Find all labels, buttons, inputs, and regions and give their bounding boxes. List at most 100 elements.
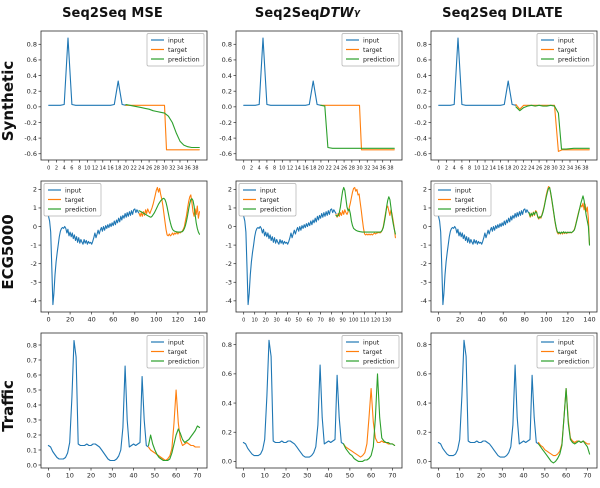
svg-text:60: 60 bbox=[306, 318, 312, 324]
legend: input target prediction bbox=[433, 183, 492, 217]
legend: input target prediction bbox=[341, 335, 400, 369]
series-line-input bbox=[242, 339, 345, 458]
svg-text:-0.2: -0.2 bbox=[219, 119, 232, 127]
svg-text:30: 30 bbox=[108, 472, 116, 480]
svg-text:100: 100 bbox=[349, 318, 359, 324]
y-axis: 0.8 0.6 0.4 0.2 0.0 bbox=[417, 341, 431, 466]
svg-text:0.0: 0.0 bbox=[417, 103, 427, 111]
svg-text:80: 80 bbox=[328, 318, 334, 324]
legend-label-input: input bbox=[363, 339, 380, 346]
svg-text:28: 28 bbox=[349, 166, 355, 172]
svg-text:0.6: 0.6 bbox=[27, 56, 37, 64]
svg-text:-0.4: -0.4 bbox=[219, 134, 232, 142]
row-label-synthetic: Synthetic bbox=[0, 26, 17, 176]
svg-text:10: 10 bbox=[279, 166, 285, 172]
svg-text:20: 20 bbox=[87, 472, 95, 480]
svg-text:30: 30 bbox=[303, 472, 311, 480]
svg-text:0.8: 0.8 bbox=[417, 41, 427, 49]
svg-text:10: 10 bbox=[261, 472, 269, 480]
svg-text:40: 40 bbox=[519, 472, 527, 480]
svg-text:2: 2 bbox=[445, 166, 448, 172]
y-axis: 0.8 0.7 0.6 0.5 0.4 0.3 0.2 0.1 0.0 bbox=[27, 341, 41, 469]
svg-text:140: 140 bbox=[193, 316, 205, 324]
series-line-input bbox=[243, 208, 337, 306]
series-line-input bbox=[438, 37, 517, 106]
legend: input target prediction bbox=[341, 33, 400, 67]
svg-text:0: 0 bbox=[242, 166, 245, 172]
svg-text:-2: -2 bbox=[226, 260, 232, 268]
svg-text:0.6: 0.6 bbox=[222, 56, 232, 64]
x-axis: 0 10 20 30 40 50 60 70 bbox=[241, 468, 397, 480]
legend-label-target: target bbox=[168, 349, 188, 356]
svg-text:34: 34 bbox=[567, 166, 573, 172]
chart-ecg-dilate: 0 20 40 60 80 100 120 140 2 1 0 -1 -2 -3 -4 input target… bbox=[405, 176, 600, 328]
series-line-prediction bbox=[528, 186, 591, 246]
column-title-mse-text: Seq2Seq MSE bbox=[62, 5, 163, 21]
svg-text:28: 28 bbox=[154, 166, 160, 172]
svg-text:32: 32 bbox=[169, 166, 175, 172]
svg-text:12: 12 bbox=[287, 166, 293, 172]
y-axis: 2 1 0 -1 -2 -3 -4 bbox=[226, 186, 236, 305]
chart-svg-ecg-mse: 0 20 40 60 80 100 120 140 2 1 0 -1 -2 -3 -4 input target… bbox=[31, 180, 208, 324]
svg-text:0.6: 0.6 bbox=[417, 370, 427, 378]
legend-label-target: target bbox=[558, 349, 578, 356]
svg-text:0.2: 0.2 bbox=[417, 429, 427, 437]
svg-text:16: 16 bbox=[302, 166, 308, 172]
svg-text:0.2: 0.2 bbox=[222, 429, 232, 437]
legend: input target prediction bbox=[536, 335, 595, 369]
legend-label-prediction: prediction bbox=[558, 56, 590, 63]
svg-text:20: 20 bbox=[513, 166, 519, 172]
svg-text:36: 36 bbox=[185, 166, 191, 172]
svg-text:110: 110 bbox=[360, 318, 370, 324]
svg-text:20: 20 bbox=[477, 472, 485, 480]
svg-text:-2: -2 bbox=[31, 260, 37, 268]
svg-text:4: 4 bbox=[63, 166, 66, 172]
svg-text:4: 4 bbox=[453, 166, 456, 172]
chart-svg-traffic-mse: 0 10 20 30 40 50 60 700.80.70.60.50.40.30.20.10… bbox=[27, 332, 208, 480]
svg-text:0: 0 bbox=[46, 472, 50, 480]
svg-text:8: 8 bbox=[468, 166, 471, 172]
svg-text:30: 30 bbox=[273, 318, 279, 324]
svg-text:24: 24 bbox=[333, 166, 339, 172]
svg-text:100: 100 bbox=[540, 316, 552, 324]
legend-label-target: target bbox=[558, 47, 578, 54]
svg-text:2: 2 bbox=[33, 186, 37, 194]
svg-text:-0.6: -0.6 bbox=[219, 150, 232, 158]
x-axis: 0 10 20 30 40 50 60 70 80 90 100 110 120 130 bbox=[242, 312, 391, 324]
chart-synthetic-dilate: 0 2 4 6 8 10 12 14 16 18 20 22 24 26 28 30 32 34 36 38 0.8 0.… bbox=[405, 26, 600, 176]
svg-text:4: 4 bbox=[258, 166, 261, 172]
chart-svg-synthetic-dtw: 0 2 4 6 8 10 12 14 16 18 20 22 24 26 28 30 32 34 36 380.80.… bbox=[219, 30, 403, 172]
svg-text:50: 50 bbox=[295, 318, 301, 324]
y-axis: 0.8 0.6 0.4 0.2 0.0 -0.2 -0.4 -0.6 bbox=[414, 41, 431, 158]
svg-text:60: 60 bbox=[367, 472, 375, 480]
x-axis: 0 20 40 60 80 100 120 140 bbox=[436, 312, 596, 324]
column-title-dilate: Seq2Seq DILATE bbox=[405, 0, 600, 26]
svg-text:0.8: 0.8 bbox=[222, 341, 232, 349]
svg-text:0.0: 0.0 bbox=[27, 103, 37, 111]
x-axis: 0 2 4 6 8 10 12 14 16 18 20 22 24 26 28 30 32 34 36 38 bbox=[242, 160, 394, 172]
svg-text:0.0: 0.0 bbox=[222, 458, 232, 466]
svg-text:2: 2 bbox=[423, 186, 427, 194]
svg-text:0.0: 0.0 bbox=[27, 461, 37, 469]
svg-text:12: 12 bbox=[92, 166, 98, 172]
svg-text:-2: -2 bbox=[421, 260, 427, 268]
svg-text:0: 0 bbox=[436, 472, 440, 480]
svg-text:-0.4: -0.4 bbox=[414, 134, 427, 142]
series-line-prediction bbox=[138, 197, 201, 235]
svg-text:0: 0 bbox=[437, 166, 440, 172]
svg-text:0.2: 0.2 bbox=[417, 88, 427, 96]
series-line-prediction bbox=[125, 103, 200, 149]
svg-text:0.6: 0.6 bbox=[417, 56, 427, 64]
column-title-dtw-sub: γ bbox=[353, 8, 361, 18]
chart-svg-ecg-dtw: 0 10 20 30 40 50 60 70 80 90 100 110 120 130210-1-2-3… bbox=[226, 180, 403, 324]
svg-text:40: 40 bbox=[88, 316, 96, 324]
svg-text:140: 140 bbox=[583, 316, 595, 324]
series-line-prediction bbox=[335, 186, 396, 235]
svg-text:120: 120 bbox=[371, 318, 381, 324]
svg-text:0.8: 0.8 bbox=[417, 341, 427, 349]
svg-text:-0.6: -0.6 bbox=[414, 150, 427, 158]
svg-text:70: 70 bbox=[388, 472, 396, 480]
column-title-mse: Seq2Seq MSE bbox=[15, 0, 210, 26]
legend: input target prediction bbox=[536, 33, 595, 67]
svg-text:0.4: 0.4 bbox=[417, 399, 427, 407]
